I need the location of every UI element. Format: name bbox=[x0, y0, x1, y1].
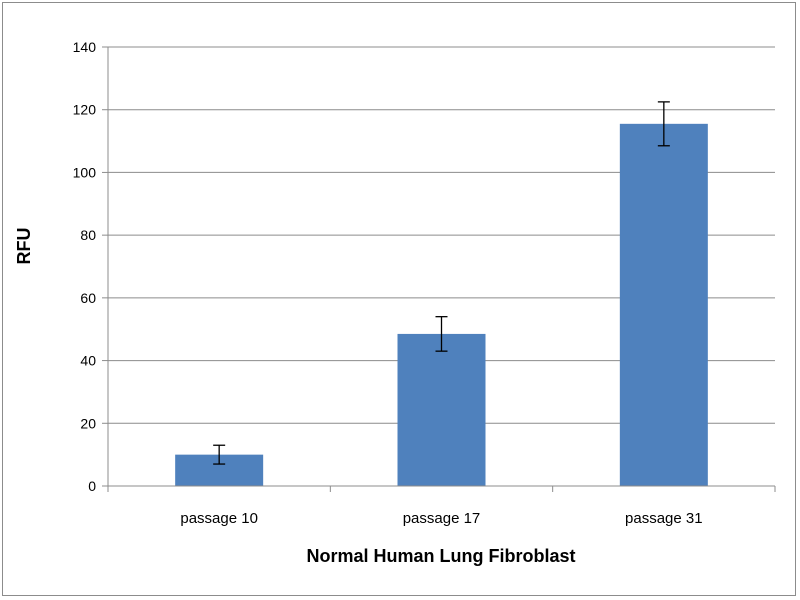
y-axis-title: RFU bbox=[14, 228, 34, 265]
x-tick-label: passage 17 bbox=[403, 510, 481, 527]
error-bars bbox=[213, 101, 670, 465]
x-tick-label: passage 31 bbox=[625, 510, 703, 527]
y-tick-labels: 0 20 40 60 80 100 120 140 bbox=[73, 39, 97, 494]
y-tick-label: 140 bbox=[73, 39, 97, 55]
axes bbox=[107, 47, 776, 492]
bar bbox=[619, 123, 708, 486]
y-tick-label: 20 bbox=[80, 415, 96, 431]
bars bbox=[175, 123, 708, 486]
y-tick-label: 80 bbox=[80, 227, 96, 243]
y-tick-label: 60 bbox=[80, 290, 96, 306]
y-tick-label: 40 bbox=[80, 353, 96, 369]
y-tick-label: 120 bbox=[73, 102, 97, 118]
y-tick-label: 100 bbox=[73, 164, 97, 180]
y-tick-label: 0 bbox=[88, 478, 96, 494]
x-axis-title: Normal Human Lung Fibroblast bbox=[306, 546, 575, 566]
x-tick-label: passage 10 bbox=[180, 510, 258, 527]
bar bbox=[397, 333, 486, 486]
x-tick-labels: passage 10 passage 17 passage 31 bbox=[180, 510, 702, 527]
